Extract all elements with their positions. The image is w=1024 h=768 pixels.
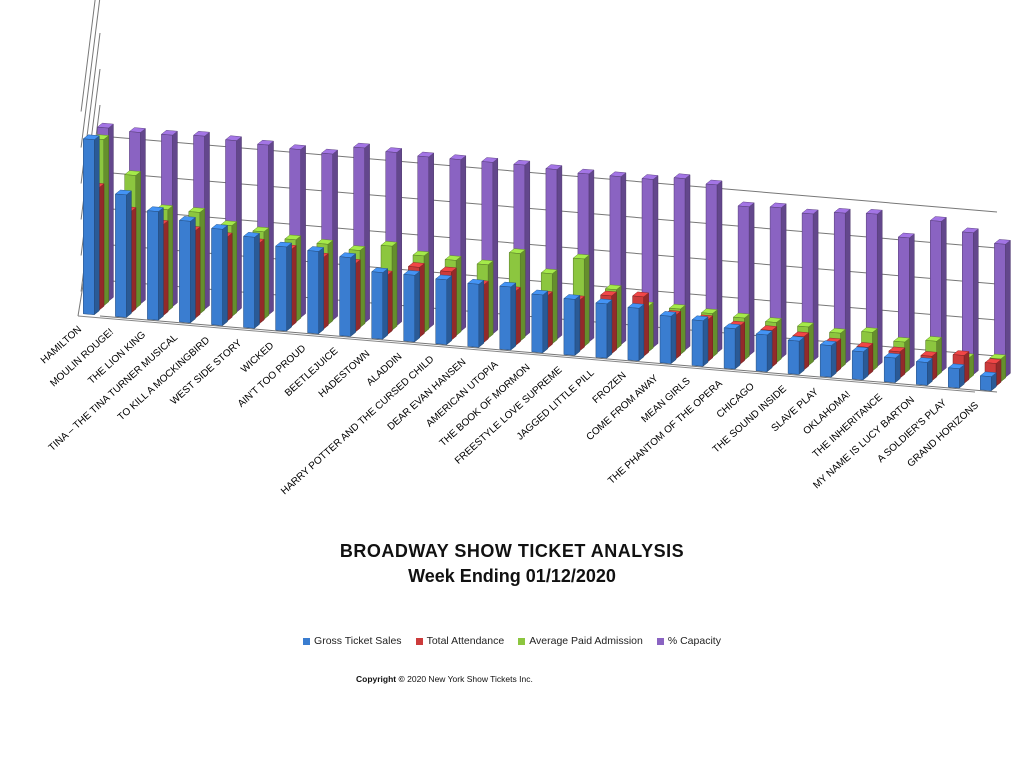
bar-gross-26 xyxy=(915,357,933,386)
bar-gross-1 xyxy=(114,189,133,318)
bar-gross-23 xyxy=(819,340,837,378)
floor-front-edge xyxy=(77,315,976,393)
bar-gross-28 xyxy=(979,371,997,392)
bar-gross-24 xyxy=(851,346,869,381)
bar-gross-0 xyxy=(82,134,100,316)
gridline-back xyxy=(99,315,998,393)
bar-gross-10 xyxy=(403,270,421,343)
chart-legend: Gross Ticket Sales Total Attendance Aver… xyxy=(0,635,1024,647)
chart-bars xyxy=(82,122,1012,392)
bar-gross-9 xyxy=(371,267,389,340)
bar-capacity-28 xyxy=(993,239,1012,378)
bar-gross-8 xyxy=(338,252,357,337)
bar-gross-21 xyxy=(755,329,773,373)
bar-gross-22 xyxy=(787,335,805,375)
gridline-side xyxy=(80,0,96,112)
copyright-notice: Copyright © 2020 New York Show Tickets I… xyxy=(356,674,533,684)
legend-swatch-admission xyxy=(518,637,526,645)
bar-gross-16 xyxy=(595,298,613,359)
bar-capacity-27 xyxy=(961,227,979,376)
legend-label-attendance: Total Attendance xyxy=(426,635,505,647)
legend-label-capacity: % Capacity xyxy=(667,635,721,647)
category-label-1: MOULIN ROUGE! xyxy=(48,327,116,389)
legend-item-admission: Average Paid Admission xyxy=(518,635,643,647)
bar-gross-19 xyxy=(691,315,709,367)
bar-capacity-25 xyxy=(897,232,915,370)
bar-gross-12 xyxy=(467,279,485,348)
bar-gross-2 xyxy=(146,206,165,321)
bar-gross-27 xyxy=(947,363,965,389)
chart-subtitle: Week Ending 01/12/2020 xyxy=(408,566,616,586)
gridline-side xyxy=(80,0,101,148)
bar-gross-6 xyxy=(274,241,293,332)
legend-swatch-attendance xyxy=(415,637,423,645)
bar-gross-11 xyxy=(435,274,453,346)
legend-label-gross: Gross Ticket Sales xyxy=(314,635,402,647)
bar-capacity-26 xyxy=(929,216,947,373)
copyright-prefix: Copyright xyxy=(356,674,397,684)
category-label-3: TINA – THE TINA TURNER MUSICAL xyxy=(47,332,181,454)
legend-item-gross: Gross Ticket Sales xyxy=(303,635,402,647)
bar-gross-3 xyxy=(178,216,197,324)
bar-gross-13 xyxy=(499,281,517,351)
legend-swatch-gross xyxy=(303,637,311,645)
chart-title: BROADWAY SHOW TICKET ANALYSIS xyxy=(339,541,685,561)
legend-label-admission: Average Paid Admission xyxy=(529,635,643,647)
bar-gross-15 xyxy=(563,294,581,356)
legend-item-capacity: % Capacity xyxy=(656,635,721,647)
bar-gross-5 xyxy=(242,232,261,329)
legend-swatch-capacity xyxy=(656,637,664,645)
bar-gross-14 xyxy=(531,289,549,354)
bar-gross-20 xyxy=(723,323,741,370)
legend-item-attendance: Total Attendance xyxy=(415,635,505,647)
bar-gross-4 xyxy=(210,224,229,327)
copyright-symbol: © xyxy=(398,674,405,684)
copyright-text: 2020 New York Show Tickets Inc. xyxy=(407,674,533,684)
bar-gross-25 xyxy=(883,352,901,384)
bar-gross-7 xyxy=(306,246,325,335)
bar-gross-17 xyxy=(627,303,645,362)
bar-gross-18 xyxy=(659,311,677,365)
